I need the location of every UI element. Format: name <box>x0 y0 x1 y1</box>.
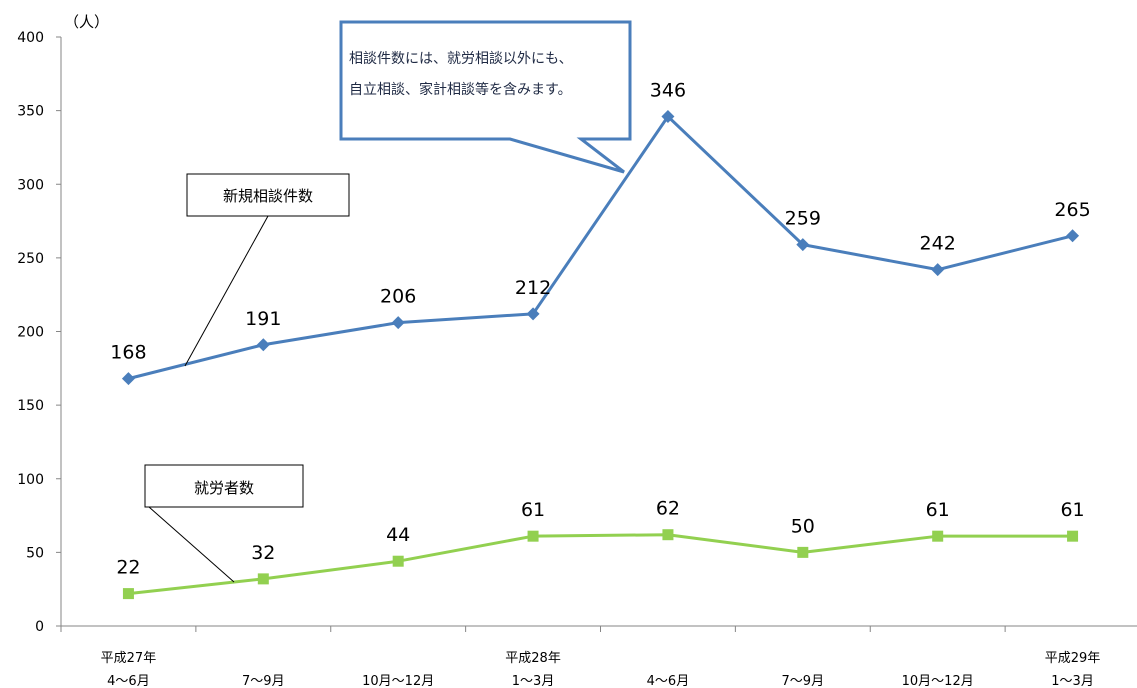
series-line <box>128 533 1073 596</box>
y-tick-label: 200 <box>17 325 44 341</box>
callout-leader-line <box>148 506 235 583</box>
callout-leader-line <box>184 215 269 367</box>
annotation-line-2: 自立相談、家計相談等を含みます。 <box>349 81 572 98</box>
y-tick-label: 150 <box>17 398 44 414</box>
x-tick-period-label: 4～6月 <box>647 674 690 688</box>
data-point-marker <box>931 263 945 277</box>
y-tick-labels: 0 50 100 150 200 250 300 350 400 <box>17 30 44 635</box>
data-label: 191 <box>245 308 281 330</box>
data-point-marker <box>1067 530 1079 542</box>
x-tick-year-label: 平成28年 <box>505 651 561 666</box>
x-tick-year-label: 平成27年 <box>101 651 157 666</box>
x-tick-period-label: 7～9月 <box>242 674 285 688</box>
data-label: 265 <box>1054 199 1090 221</box>
callout-label: 就労者数 <box>194 479 254 497</box>
callout-label: 新規相談件数 <box>223 187 313 205</box>
data-label: 346 <box>650 80 686 102</box>
data-point-marker <box>122 588 134 600</box>
y-tick-label: 50 <box>26 545 44 561</box>
callout-box <box>144 464 304 508</box>
series-label-callout-employed: 就労者数 <box>144 464 304 583</box>
data-point-marker <box>796 238 810 252</box>
data-point-marker <box>1066 229 1080 243</box>
data-label: 61 <box>1060 499 1084 521</box>
data-label: 206 <box>380 286 416 308</box>
data-point-marker <box>662 529 674 541</box>
y-tick-label: 350 <box>17 104 44 120</box>
data-point-marker <box>256 338 270 352</box>
data-label: 22 <box>116 557 140 579</box>
x-tick-period-label: 4～6月 <box>107 674 150 688</box>
data-label: 259 <box>785 208 821 230</box>
y-tick-label: 400 <box>17 30 44 46</box>
annotation-line-1: 相談件数には、就労相談以外にも、 <box>349 51 573 67</box>
data-point-marker <box>661 110 675 124</box>
y-tick-label: 100 <box>17 472 44 488</box>
x-tick-period-label: 7～9月 <box>782 674 825 688</box>
x-tick-labels: 平成27年 4～6月 7～9月 10月～12月 平成28年 1～3月 4～6月 7～9月 10月… <box>101 651 1101 688</box>
y-tick-label: 300 <box>17 177 44 193</box>
x-tick-period-label: 1～3月 <box>512 674 555 688</box>
data-label: 62 <box>656 498 680 520</box>
data-point-marker <box>932 530 944 542</box>
data-point-marker <box>121 372 135 386</box>
y-tick-label: 0 <box>35 619 44 635</box>
data-point-marker <box>527 530 539 542</box>
data-point-marker <box>391 316 405 330</box>
y-unit-label: （人） <box>64 13 109 31</box>
data-label: 242 <box>920 233 956 255</box>
data-point-marker <box>526 307 540 321</box>
x-tick-period-label: 10月～12月 <box>902 674 974 688</box>
data-label: 44 <box>386 524 410 546</box>
x-tick-year-label: 平成29年 <box>1045 651 1101 666</box>
data-label: 32 <box>251 542 275 564</box>
data-label: 61 <box>521 499 545 521</box>
data-label: 50 <box>791 515 815 537</box>
x-tick-period-label: 1～3月 <box>1051 674 1094 688</box>
y-tick-label: 250 <box>17 251 44 267</box>
callout-box <box>186 173 350 217</box>
x-tick-period-label: 10月～12月 <box>362 674 434 688</box>
series-line <box>128 115 1073 381</box>
data-point-marker <box>797 546 809 558</box>
data-label: 168 <box>110 342 146 364</box>
series-lines <box>121 110 1080 600</box>
data-point-marker <box>257 573 269 585</box>
series-label-callout-consultations: 新規相談件数 <box>184 173 350 367</box>
data-label: 61 <box>926 499 950 521</box>
annotation-callout-shape <box>339 20 632 174</box>
data-labels: 168 191 206 212 346 259 242 265 22 32 44 61 62 50 61 61 <box>110 80 1090 579</box>
axes <box>56 36 1137 632</box>
data-label: 212 <box>515 277 551 299</box>
data-point-marker <box>392 555 404 567</box>
annotation-callout: 相談件数には、就労相談以外にも、 自立相談、家計相談等を含みます。 <box>339 20 632 174</box>
